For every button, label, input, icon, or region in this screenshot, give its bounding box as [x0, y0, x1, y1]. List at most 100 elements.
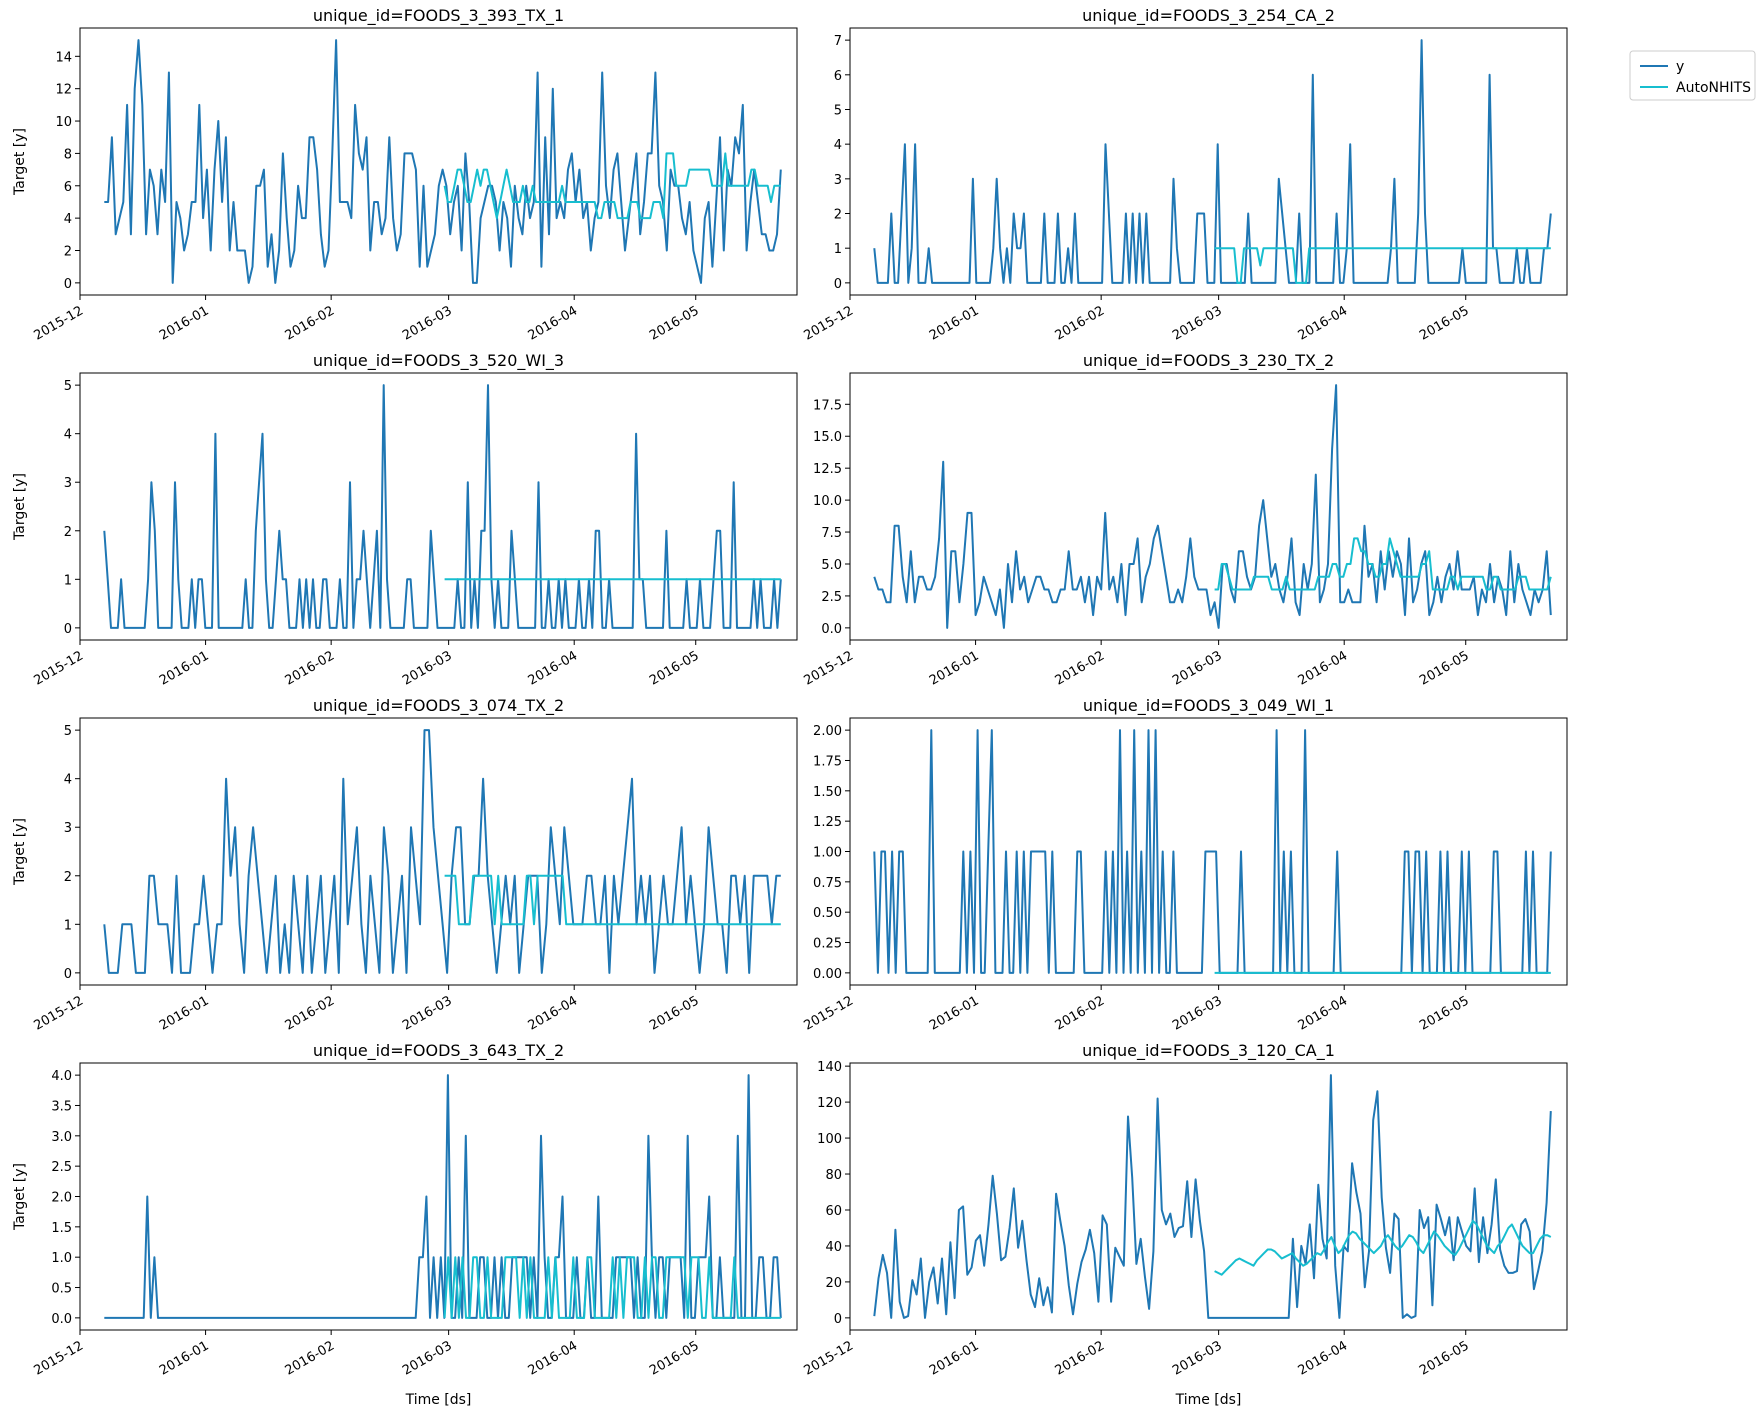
y-tick-label: 0.0 — [821, 622, 842, 637]
y-tick-label: 5 — [64, 724, 72, 739]
x-axis-label: Time [ds] — [1175, 1392, 1242, 1408]
y-tick-label: 0.25 — [813, 937, 842, 952]
y-tick-label: 2.5 — [821, 590, 842, 605]
y-tick-label: 1.75 — [813, 754, 842, 769]
x-tick-label: 2016-05 — [1417, 303, 1472, 343]
x-tick-label: 2016-01 — [157, 648, 212, 688]
y-tick-label: 0.0 — [51, 1312, 72, 1327]
y-tick-label: 1.0 — [51, 1251, 72, 1266]
x-tick-label: 2016-05 — [647, 1338, 702, 1378]
y-tick-label: 10 — [55, 115, 72, 130]
x-tick-label: 2016-03 — [1170, 303, 1225, 343]
x-tick-label: 2015-12 — [801, 648, 856, 688]
y-tick-label: 0 — [64, 967, 72, 982]
y-tick-label: 0 — [64, 277, 72, 292]
x-tick-label: 2016-03 — [400, 648, 455, 688]
x-tick-label: 2016-04 — [1296, 303, 1351, 343]
x-tick-label: 2016-05 — [1417, 993, 1472, 1033]
chart-panel: unique_id=FOODS_3_393_TX_1 0 2 4 6 8 10 12 14 201… — [12, 6, 798, 344]
chart-panel: unique_id=FOODS_3_254_CA_2 0 1 2 3 4 5 6 7 2015-1… — [801, 6, 1568, 344]
series-line-y — [873, 39, 1552, 284]
x-tick-label: 2016-03 — [1170, 648, 1225, 688]
y-tick-label: 12.5 — [813, 462, 842, 477]
y-tick-label: 6 — [834, 69, 842, 84]
y-tick-label: 4 — [64, 428, 72, 443]
x-tick-label: 2016-05 — [647, 648, 702, 688]
chart-title: unique_id=FOODS_3_520_WI_3 — [313, 351, 564, 371]
y-tick-label: 4.0 — [51, 1069, 72, 1084]
x-tick-label: 2016-02 — [1053, 1338, 1108, 1378]
chart-title: unique_id=FOODS_3_074_TX_2 — [313, 696, 564, 716]
x-tick-label: 2016-04 — [1296, 993, 1351, 1033]
chart-panel: unique_id=FOODS_3_230_TX_2 0.0 2.5 5.0 7.5 10… — [801, 351, 1568, 689]
series-line-y — [103, 384, 782, 629]
y-tick-label: 4 — [64, 212, 72, 227]
x-tick-label: 2016-03 — [1170, 993, 1225, 1033]
x-tick-label: 2015-12 — [801, 303, 856, 343]
x-tick-label: 2016-04 — [526, 648, 581, 688]
series-line-autonhits — [443, 1256, 781, 1319]
x-tick-label: 2016-05 — [1417, 1338, 1472, 1378]
chart-panel: unique_id=FOODS_3_520_WI_3 0 1 2 3 4 5 2015-12 2… — [12, 351, 798, 689]
y-tick-label: 5 — [834, 103, 842, 118]
series-line-autonhits — [1214, 247, 1551, 284]
x-tick-label: 2016-03 — [400, 993, 455, 1033]
plot-frame — [849, 1062, 1568, 1331]
y-tick-label: 120 — [817, 1096, 842, 1111]
chart-panel: unique_id=FOODS_3_643_TX_2 0.0 0.5 1.0 1.5 2.… — [12, 1041, 798, 1408]
series-line-autonhits — [1214, 537, 1552, 591]
chart-title: unique_id=FOODS_3_393_TX_1 — [313, 6, 564, 26]
chart-title: unique_id=FOODS_3_049_WI_1 — [1083, 696, 1334, 716]
y-tick-label: 8 — [64, 147, 72, 162]
y-tick-label: 3.0 — [51, 1130, 72, 1145]
y-tick-label: 4 — [64, 773, 72, 788]
x-tick-label: 2016-02 — [283, 993, 338, 1033]
x-tick-label: 2016-02 — [1053, 303, 1108, 343]
x-tick-label: 2016-02 — [1053, 993, 1108, 1033]
y-axis-label: Target [y] — [12, 1163, 28, 1231]
y-tick-label: 1.25 — [813, 815, 842, 830]
plot-frame — [849, 27, 1568, 296]
series-line-autonhits — [1214, 1219, 1552, 1276]
y-tick-label: 6 — [64, 180, 72, 195]
y-tick-label: 1.50 — [813, 785, 842, 800]
y-tick-label: 1.5 — [51, 1221, 72, 1236]
x-tick-label: 2016-01 — [927, 303, 982, 343]
y-tick-label: 14 — [55, 50, 72, 65]
x-tick-label: 2016-01 — [157, 303, 212, 343]
x-tick-label: 2016-01 — [927, 993, 982, 1033]
x-tick-label: 2016-01 — [157, 993, 212, 1033]
y-tick-label: 2.5 — [51, 1160, 72, 1175]
y-tick-label: 1 — [64, 573, 72, 588]
x-tick-label: 2015-12 — [801, 1338, 856, 1378]
x-tick-label: 2016-01 — [927, 1338, 982, 1378]
y-tick-label: 1.00 — [813, 846, 842, 861]
y-tick-label: 3 — [64, 821, 72, 836]
y-axis-label: Target [y] — [12, 818, 28, 886]
y-tick-label: 0 — [64, 622, 72, 637]
y-axis-label: Target [y] — [12, 473, 28, 541]
y-tick-label: 17.5 — [813, 398, 842, 413]
x-tick-label: 2016-05 — [647, 993, 702, 1033]
x-tick-label: 2015-12 — [31, 648, 86, 688]
x-tick-label: 2015-12 — [31, 303, 86, 343]
y-tick-label: 20 — [825, 1276, 842, 1291]
y-tick-label: 100 — [817, 1132, 842, 1147]
x-tick-label: 2016-04 — [1296, 648, 1351, 688]
plot-frame — [79, 27, 798, 296]
series-line-y — [103, 729, 781, 974]
series-line-autonhits — [444, 874, 781, 926]
y-tick-label: 1 — [64, 918, 72, 933]
y-tick-label: 15.0 — [813, 430, 842, 445]
y-tick-label: 2 — [64, 870, 72, 885]
x-tick-label: 2016-02 — [283, 648, 338, 688]
y-tick-label: 80 — [825, 1168, 842, 1183]
x-tick-label: 2016-04 — [526, 1338, 581, 1378]
y-tick-label: 5 — [64, 379, 72, 394]
x-tick-label: 2016-04 — [1296, 1338, 1351, 1378]
chart-title: unique_id=FOODS_3_254_CA_2 — [1082, 6, 1335, 26]
y-tick-label: 2 — [64, 245, 72, 260]
series-line-y — [104, 1074, 782, 1319]
x-tick-label: 2015-12 — [31, 1338, 86, 1378]
x-tick-label: 2016-02 — [1053, 648, 1108, 688]
